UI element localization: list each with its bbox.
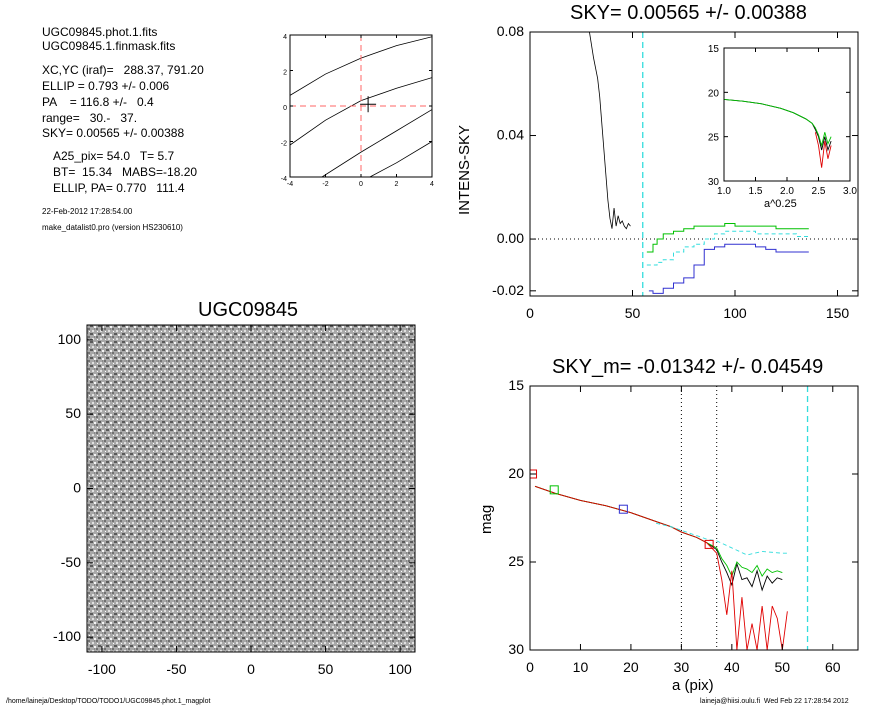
intens-series-line [646,230,809,266]
inset-series-1 [724,98,832,148]
mag-plot-area [530,386,809,650]
iso-x-label: -4 [287,181,293,188]
info-line-9: BT= 15.34 MABS=-18.20 [53,165,198,179]
inset-xlabel: a^0.25 [764,198,797,210]
info-line-8: A25_pix= 54.0 T= 5.7 [53,149,175,163]
inset-x-label: 3.0 [843,186,857,197]
iso-contour-2 [321,109,432,177]
info-line-7: SKY= 0.00565 +/- 0.00388 [42,126,185,140]
inset-plot-area [724,98,832,168]
intens-y-label: 0.00 [497,230,524,246]
info-line-1: UGC09845.phot.1.fits [42,25,158,39]
info-line-2: UGC09845.1.finmask.fits [42,39,176,53]
mag-frame [529,385,859,651]
footer-user: laineja@hiisi.oulu.fi Wed Feb 22 17:28:5… [700,698,849,705]
image-x-label: 50 [318,661,334,677]
iso-x-label: 0 [359,181,363,188]
mag-marker-3 [704,539,714,549]
intens-series-0 [589,32,631,230]
intens-plot-area [530,32,858,296]
mag-marker-2 [618,504,628,514]
inset-x-label: 1.0 [717,186,731,197]
image-y-label: -50 [61,554,81,570]
mag-series-1 [534,485,783,578]
image-x-label: -100 [88,661,116,677]
inset-x-label: 2.0 [780,186,794,197]
mag-series-3 [656,522,788,556]
iso-x-label: -2 [322,181,328,188]
mag-marker-0 [530,469,538,479]
iso-y-label: -2 [281,141,287,148]
intens-x-label: 150 [826,305,850,321]
image-title: UGC09845 [198,299,299,321]
intens-x-label: 50 [625,305,641,321]
intens-series-line [648,243,809,294]
mag-y-label: 20 [508,465,524,481]
info-line-3: XC,YC (iraf)= 288.37, 791.20 [42,63,204,77]
info-program: make_datalist0.pro (version HS230610) [42,223,183,232]
intens-series-1 [646,223,809,253]
info-line-5: PA = 116.8 +/- 0.4 [42,95,154,109]
mag-x-label: 0 [526,659,534,675]
inset-bg [724,48,850,181]
intens-y-label: 0.04 [497,127,524,143]
mag-y-label: 30 [508,641,524,657]
inset-y-label: 25 [708,133,720,144]
mag-x-label: 10 [573,659,589,675]
intens-y-label: 0.08 [497,23,524,39]
inset-series-2 [814,132,832,168]
intens-y-label: -0.02 [492,282,524,298]
intens-series-line [589,32,631,230]
intens-series-line [646,223,809,253]
image-y-label: 50 [65,405,81,421]
info-line-4: ELLIP = 0.793 +/- 0.006 [42,79,170,93]
intens-frame [529,31,859,297]
mag-x-label: 60 [825,659,841,675]
image-y-label: -100 [53,628,81,644]
iso-x-label: 4 [430,181,434,188]
iso-contour-3 [369,141,432,177]
iso-contours [290,35,432,177]
intens-x-label: 100 [723,305,747,321]
intens-series-2 [646,230,809,266]
mag-x-label: 20 [623,659,639,675]
image-noise [87,325,415,652]
inset-y-label: 20 [708,88,720,99]
footer-path: /home/laineja/Desktop/TODO/TODO1/UGC0984… [6,698,211,705]
intens-x-label: 0 [526,305,534,321]
iso-y-label: 2 [283,70,287,77]
mag-x-label: 50 [775,659,791,675]
info-line-6: range= 30.- 37. [42,111,138,125]
intens-series-3 [648,243,809,294]
iso-y-label: 0 [283,105,287,112]
mag-series-0 [534,485,783,592]
mag-x-label: 30 [674,659,690,675]
inset-x-label: 1.5 [749,186,763,197]
iso-y-label: -4 [281,176,287,183]
image-x-label: 100 [388,661,412,677]
info-line-10: ELLIP, PA= 0.770 111.4 [53,181,185,195]
mag-x-label: 40 [724,659,740,675]
image-y-label: 100 [58,331,82,347]
mag-series-2 [534,485,788,650]
inset-y-label: 30 [708,177,720,188]
mag-profile-title: SKY_m= -0.01342 +/- 0.04549 [552,356,824,378]
mag-marker-1 [549,485,559,495]
inset-x-label: 2.5 [812,186,826,197]
info-date: 22-Feb-2012 17:28:54.00 [42,207,133,216]
iso-x-label: 2 [395,181,399,188]
mag-y-label: 15 [508,377,524,393]
image-x-label: -50 [166,661,186,677]
image-x-label: 0 [247,661,255,677]
mag-profile-xlabel: a (pix) [672,677,714,694]
mag-y-label: 25 [508,553,524,569]
intens-sky-title: SKY= 0.00565 +/- 0.00388 [570,2,807,24]
iso-y-label: 4 [283,34,287,41]
inset-y-label: 15 [708,44,720,55]
image-y-label: 0 [73,480,81,496]
